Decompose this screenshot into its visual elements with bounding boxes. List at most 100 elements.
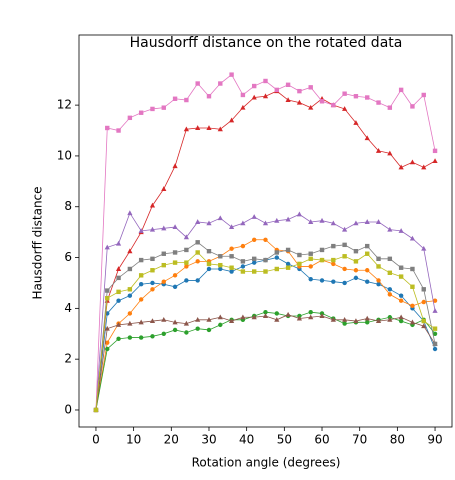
marker [251,83,257,89]
marker [115,240,122,246]
marker [398,274,404,279]
marker [240,264,246,269]
marker [432,298,438,303]
marker [285,265,291,270]
marker [127,210,133,216]
marker [161,262,166,268]
marker [161,225,167,231]
marker [308,276,313,282]
marker [387,105,393,110]
marker [104,244,110,250]
x-axis-label: Rotation angle (degrees) [192,456,341,470]
marker [115,266,122,271]
marker [228,224,235,230]
marker [331,243,336,249]
marker [421,164,427,170]
marker [410,284,415,289]
marker [285,311,291,317]
y-axis-label: Hausdorff distance [31,186,45,299]
marker [251,214,257,219]
marker [365,95,370,100]
marker [319,217,325,223]
marker [127,311,133,316]
marker [387,316,393,322]
marker [263,257,268,263]
marker [229,265,234,270]
marker [150,256,155,262]
marker [218,254,223,259]
marker [296,211,303,217]
y-tick-label: 4 [64,301,72,315]
marker [410,303,415,309]
marker [150,268,155,273]
marker [195,316,201,322]
marker [149,318,156,324]
marker [195,259,200,264]
marker [308,85,313,90]
marker [342,321,347,326]
marker [251,314,257,320]
marker [206,327,212,333]
marker [184,264,189,269]
x-tick-label: 90 [427,433,442,447]
marker [138,110,144,115]
marker [398,164,404,170]
marker [432,308,438,313]
marker [218,262,223,268]
marker [183,126,189,132]
marker [432,331,438,336]
marker [365,251,370,256]
marker [206,266,212,272]
marker [319,247,325,253]
marker [353,220,359,226]
marker [364,315,370,321]
marker [172,163,178,169]
marker [127,293,133,298]
marker [172,327,178,333]
y-tick-label: 8 [64,199,72,213]
marker [375,219,382,224]
marker [229,72,234,77]
marker [331,102,336,108]
marker [229,246,234,251]
marker [421,287,426,292]
marker [331,257,336,263]
marker [319,313,325,318]
marker [104,325,110,331]
marker [398,298,404,303]
x-tick-label: 10 [126,433,141,447]
marker [262,313,269,318]
marker [251,269,257,274]
marker [319,278,325,283]
marker [217,215,223,221]
marker [127,266,133,272]
y-tick-label: 10 [57,148,72,162]
x-tick-label: 30 [201,433,216,447]
marker [138,297,144,302]
marker [217,314,223,320]
marker [364,219,370,224]
marker [217,126,223,132]
marker [138,335,144,340]
marker [410,104,415,109]
marker [308,256,313,262]
marker [206,94,212,99]
marker [105,346,110,352]
marker [308,251,313,256]
marker [342,254,347,259]
marker [376,282,381,287]
marker [365,320,370,325]
marker [195,81,200,86]
marker [161,186,167,191]
marker [161,279,166,284]
marker [251,260,257,265]
marker [127,335,133,340]
marker [150,287,155,292]
marker [115,322,122,327]
marker [274,266,280,272]
marker [353,268,359,273]
x-tick-label: 0 [92,433,100,447]
marker [161,105,166,110]
marker [240,269,246,274]
marker [184,247,189,253]
